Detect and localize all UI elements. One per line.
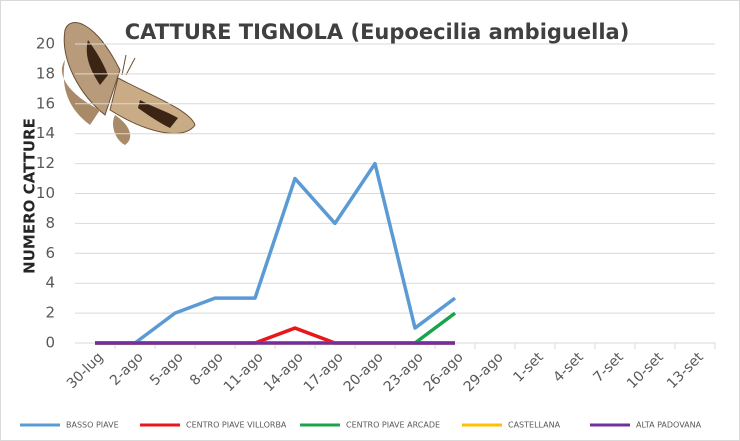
moth-illustration: [61, 22, 196, 145]
chart-title: CATTURE TIGNOLA (Eupoecilia ambiguella): [125, 20, 630, 44]
y-axis-label: NUMERO CATTURE: [21, 118, 39, 274]
y-tick-label: 6: [45, 244, 55, 262]
y-tick-label: 8: [45, 214, 55, 232]
y-tick-label: 0: [45, 334, 55, 352]
y-tick-label: 12: [36, 154, 55, 172]
y-tick-label: 2: [45, 304, 55, 322]
legend-label: CENTRO PIAVE ARCADE: [346, 421, 440, 430]
legend-label: CASTELLANA: [508, 421, 561, 430]
y-tick-label: 14: [36, 124, 55, 142]
series-line: [413, 311, 457, 345]
y-tick-label: 10: [36, 184, 55, 202]
legend-label: ALTA PADOVANA: [636, 421, 702, 430]
y-tick-label: 4: [45, 274, 55, 292]
series-line: [95, 161, 457, 345]
legend-label: BASSO PIAVE: [66, 421, 119, 430]
y-tick-label: 20: [36, 35, 55, 53]
legend-label: CENTRO PIAVE VILLORBA: [186, 421, 287, 430]
y-tick-label: 16: [36, 94, 55, 112]
y-tick-label: 18: [36, 64, 55, 82]
